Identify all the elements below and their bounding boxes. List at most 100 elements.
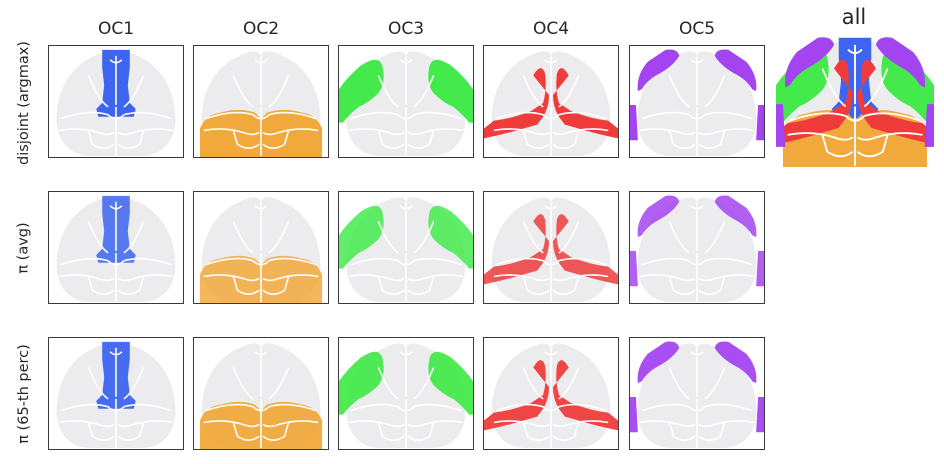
area-outline [413,367,435,400]
area-outline [232,130,260,149]
area-outline [268,221,290,254]
oc5-region [756,396,764,433]
area-outline [348,274,405,282]
area-outline [639,274,696,282]
area-outline [117,276,145,295]
area-outline [552,276,580,295]
area-outline [668,75,690,108]
area-outline [698,130,726,149]
oc3-region [339,351,384,415]
oc5-region [630,250,638,287]
area-outline [268,75,290,108]
area-outline [639,128,696,136]
oc4-region [552,214,618,285]
oc3-region [339,59,384,123]
area-outline [117,128,174,136]
area-outline [690,59,704,64]
oc3-region [881,49,934,126]
panel-oc4-row1 [483,45,619,158]
area-outline [544,205,558,210]
oc5-region [637,341,680,384]
panel-all-combined [776,33,934,167]
area-outline [407,422,435,441]
panel-oc1-row2 [48,191,184,304]
area-outline [821,134,854,158]
area-outline [203,274,260,282]
area-outline [232,221,254,254]
area-outline [690,205,704,210]
oc4-region [484,68,550,139]
area-outline [123,75,145,108]
area-outline [522,221,544,254]
area-outline [87,422,115,441]
panel-oc1-row1 [48,45,184,158]
area-outline [87,276,115,295]
area-outline [109,205,123,210]
area-outline [254,205,268,210]
area-outline [377,130,405,149]
area-outline [117,422,145,441]
row-label-disjoint: disjoint (argmax) [16,41,32,165]
area-outline [262,130,290,149]
oc5-region [756,250,764,287]
area-outline [407,420,464,428]
panel-oc3-row2 [338,191,474,304]
oc5-region [714,195,757,238]
panel-oc3-row1 [338,45,474,158]
area-outline [698,422,726,441]
area-outline [413,75,435,108]
panel-oc3-row3 [338,337,474,450]
area-outline [123,367,145,400]
area-outline [856,134,889,158]
area-outline [407,130,435,149]
area-outline [254,59,268,64]
area-outline [544,59,558,64]
oc4-region [484,214,550,285]
oc5-region [637,195,680,238]
area-outline [668,276,696,295]
area-outline [413,221,435,254]
area-outline [123,221,145,254]
area-outline [399,351,413,356]
oc4-region [552,360,618,431]
area-outline [203,420,260,428]
area-outline [407,274,464,282]
area-outline [58,420,115,428]
oc5-region [714,49,757,92]
area-outline [690,351,704,356]
area-outline [552,420,609,428]
area-outline [668,422,696,441]
area-outline [58,128,115,136]
area-outline [262,276,290,295]
area-outline [399,205,413,210]
panel-oc5-row3 [629,337,765,450]
oc4-region [552,68,618,139]
area-outline [117,420,174,428]
col-title-oc4: OC4 [532,19,570,39]
area-outline [552,422,580,441]
area-outline [348,128,405,136]
oc4-region [776,59,853,145]
area-outline [377,367,399,400]
area-outline [787,132,854,141]
panel-oc2-row3 [193,337,329,450]
area-outline [87,130,115,149]
area-outline [847,48,863,55]
area-outline [704,221,726,254]
area-outline [558,221,580,254]
area-outline [399,59,413,64]
area-outline [704,367,726,400]
area-outline [698,274,755,282]
panel-oc5-row2 [629,191,765,304]
oc4-region [484,360,550,431]
area-outline [493,274,550,282]
area-outline [856,132,923,141]
col-title-oc2: OC2 [242,19,280,39]
area-outline [262,420,319,428]
oc5-region [630,104,638,141]
oc5-region [784,37,835,88]
area-outline [232,422,260,441]
area-outline [87,75,109,108]
panel-oc4-row2 [483,191,619,304]
row-label-perc: π (65-th perc) [16,344,32,444]
